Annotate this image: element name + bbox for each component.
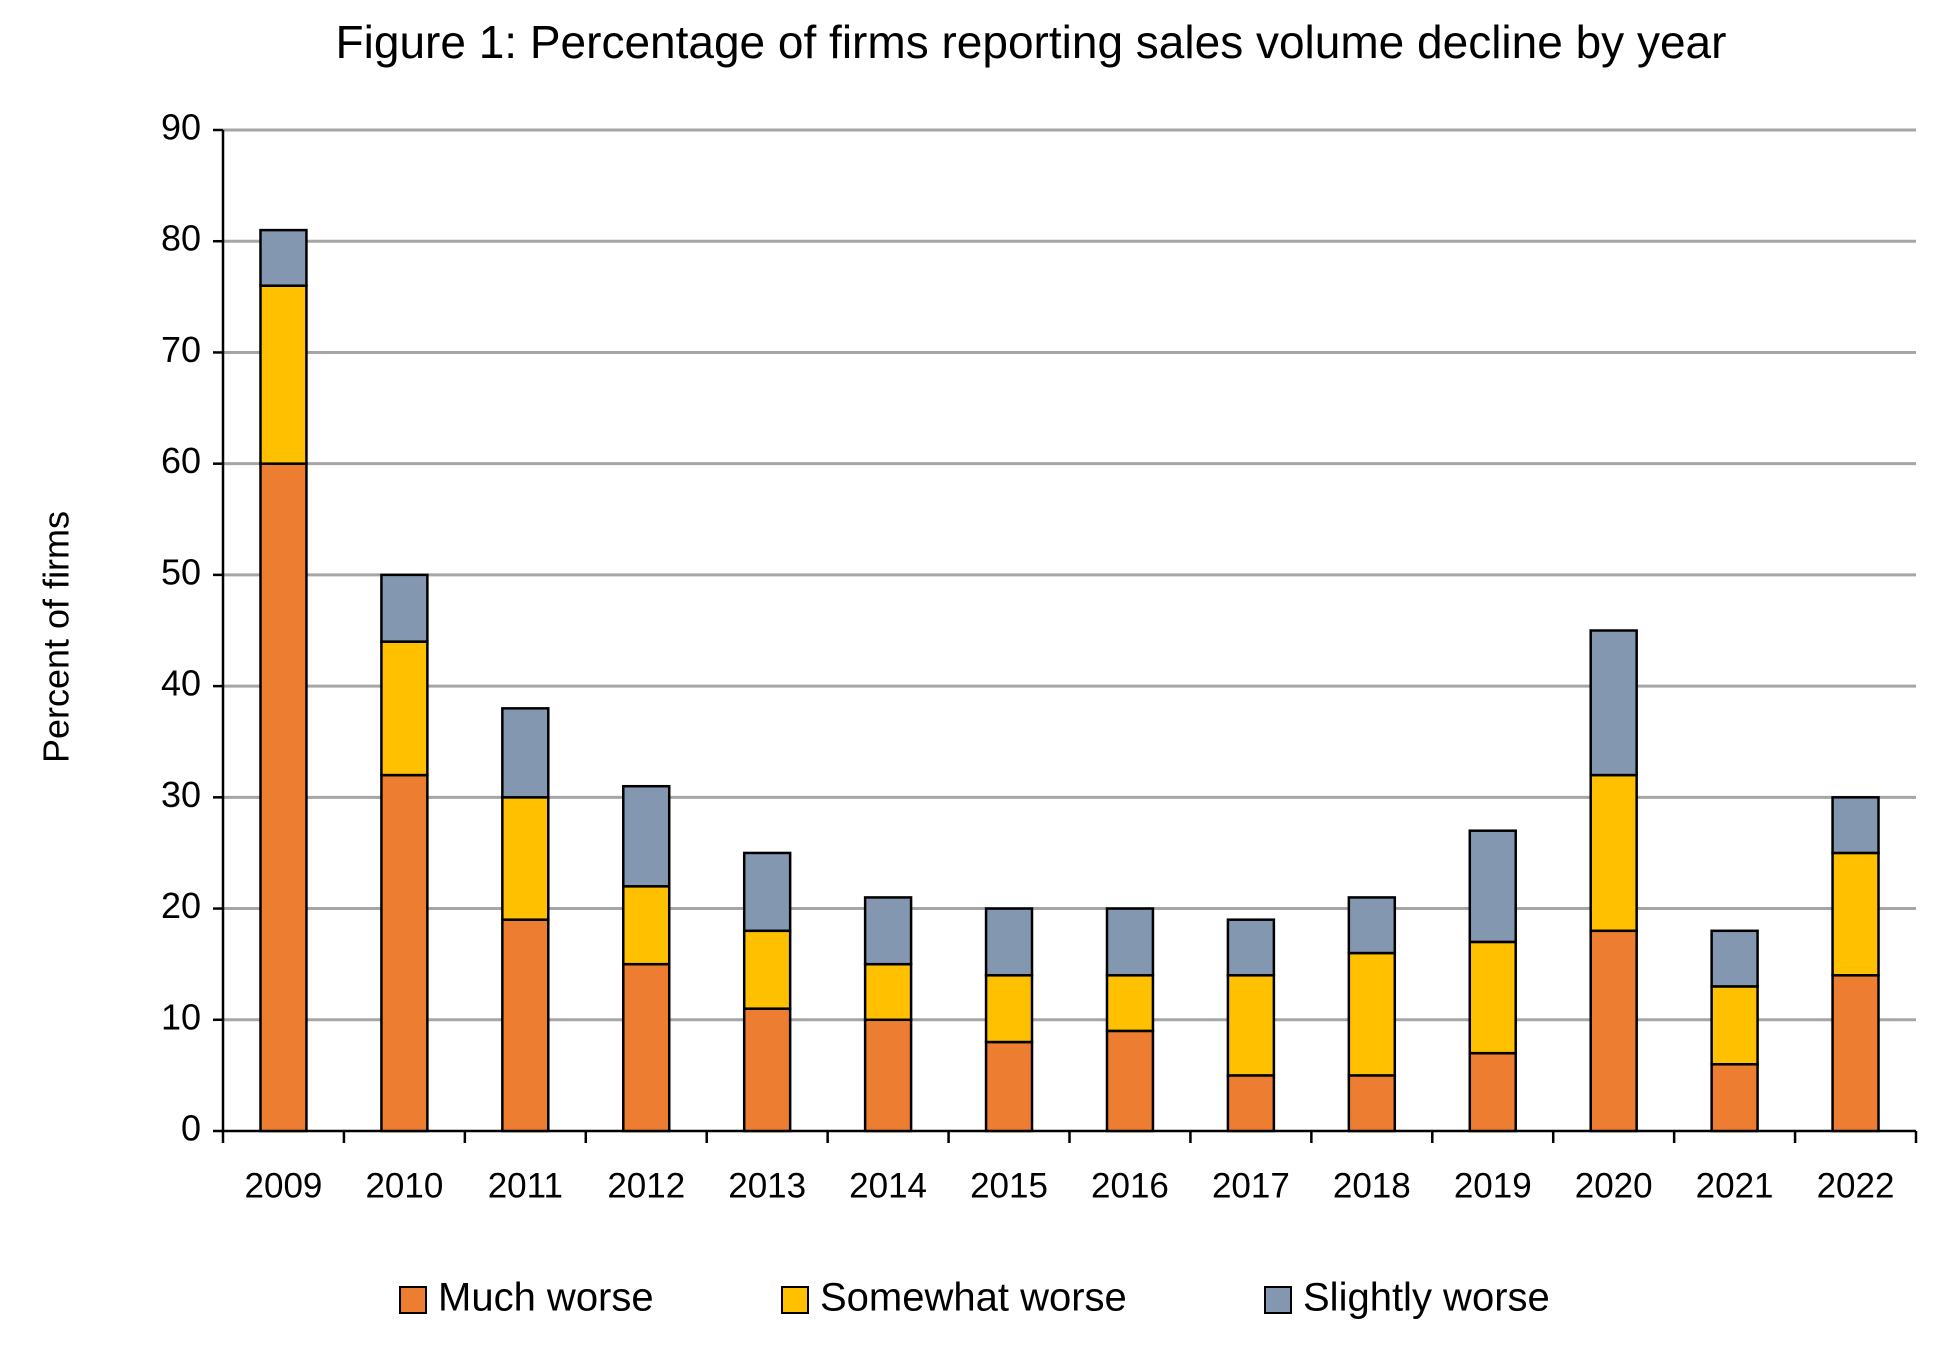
y-tick-label: 90 — [161, 107, 201, 148]
y-tick-label: 20 — [161, 885, 201, 926]
legend-swatch — [781, 1286, 809, 1314]
bar-segment — [984, 1040, 1034, 1133]
x-tick-label: 2022 — [1817, 1166, 1895, 1205]
chart-title: Figure 1: Percentage of firms reporting … — [336, 16, 1727, 68]
bar-segment — [1589, 929, 1638, 1133]
bar-segment — [1226, 974, 1276, 1077]
x-tick-label: 2018 — [1333, 1166, 1411, 1205]
x-tick-label: 2013 — [728, 1166, 806, 1205]
x-tick-label: 2014 — [849, 1166, 927, 1205]
bar-segment — [1710, 1063, 1759, 1133]
bar-segment — [1831, 974, 1880, 1133]
y-tick-label: 70 — [161, 329, 201, 370]
bar-segment — [1347, 896, 1397, 955]
bar-segment — [1105, 1029, 1155, 1133]
legend-label: Somewhat worse — [820, 1276, 1127, 1320]
bar-segment — [1105, 974, 1155, 1033]
x-tick-label: 2011 — [488, 1166, 563, 1205]
bar-segment — [380, 640, 429, 777]
y-axis-label: Percent of firms — [36, 511, 77, 763]
y-tick-label: 10 — [161, 996, 201, 1037]
legend-label: Much worse — [438, 1276, 654, 1320]
bar-segment — [1468, 940, 1517, 1055]
x-tick-label: 2010 — [365, 1166, 443, 1205]
x-tick-label: 2016 — [1091, 1166, 1169, 1205]
bar-segment — [1347, 1074, 1397, 1133]
bar-segment — [1468, 1051, 1517, 1133]
y-tick-label: 40 — [161, 663, 201, 704]
y-tick-label: 50 — [161, 551, 201, 592]
bar-segment — [501, 918, 550, 1133]
bar-segment — [501, 707, 550, 799]
bar-segment — [863, 962, 913, 1022]
x-tick-label: 2020 — [1575, 1166, 1653, 1205]
bar-segment — [259, 284, 308, 465]
bar-segment — [984, 907, 1034, 977]
bar-segment — [1831, 796, 1880, 855]
legend-swatch — [399, 1286, 427, 1314]
bar-segment — [1589, 773, 1638, 933]
bar-segment — [984, 974, 1034, 1044]
bar-segment — [501, 796, 550, 921]
legend-swatch — [1264, 1286, 1292, 1314]
bar-segment — [622, 962, 671, 1133]
bar-segment — [1347, 951, 1397, 1077]
bar-segment — [1831, 851, 1880, 977]
bar-segment — [1226, 1074, 1276, 1133]
bar-segment — [1468, 829, 1517, 944]
bar-segment — [1710, 985, 1759, 1066]
bar-segment — [1710, 929, 1759, 988]
y-tick-label: 0 — [181, 1108, 201, 1149]
y-tick-label: 30 — [161, 774, 201, 815]
x-tick-label: 2021 — [1696, 1166, 1774, 1205]
legend-label: Slightly worse — [1303, 1276, 1550, 1320]
bar-segment — [1589, 629, 1638, 777]
x-tick-label: 2012 — [607, 1166, 685, 1205]
bar-segment — [742, 929, 792, 1010]
x-tick-label: 2015 — [970, 1166, 1048, 1205]
y-tick-label: 60 — [161, 440, 201, 481]
bar-segment — [380, 773, 429, 1133]
bar-segment — [622, 885, 671, 966]
bar-segment — [622, 784, 671, 888]
bar-segment — [742, 1007, 792, 1133]
bar-segment — [1105, 907, 1155, 977]
bar-segment — [259, 462, 308, 1133]
y-tick-label: 80 — [161, 218, 201, 259]
x-tick-label: 2017 — [1212, 1166, 1290, 1205]
x-tick-label: 2019 — [1454, 1166, 1532, 1205]
bar-segment — [259, 228, 308, 287]
bar-segment — [863, 896, 913, 966]
bar-segment — [380, 573, 429, 643]
bar-segment — [742, 851, 792, 933]
bar-segment — [863, 1018, 913, 1133]
bar-segment — [1226, 918, 1276, 977]
x-tick-label: 2009 — [245, 1166, 323, 1205]
